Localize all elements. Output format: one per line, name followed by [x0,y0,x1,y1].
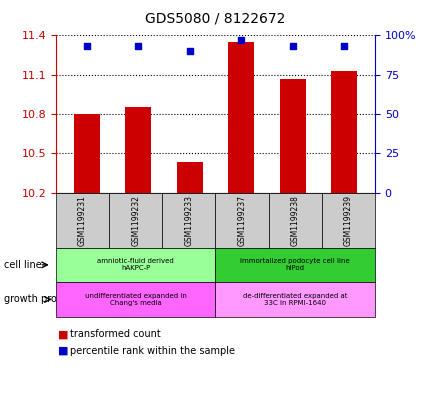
Bar [331,71,356,193]
Text: amniotic-fluid derived
hAKPC-P: amniotic-fluid derived hAKPC-P [97,258,174,272]
Text: GSM1199231: GSM1199231 [78,195,87,246]
Text: GDS5080 / 8122672: GDS5080 / 8122672 [145,12,285,26]
Point [340,43,347,50]
Text: undifferentiated expanded in
Chang's media: undifferentiated expanded in Chang's med… [85,293,186,306]
Point [237,37,244,43]
Text: immortalized podocyte cell line
hIPod: immortalized podocyte cell line hIPod [240,258,349,272]
Bar [176,162,202,193]
Text: percentile rank within the sample: percentile rank within the sample [70,346,234,356]
Point [135,43,141,50]
Text: GSM1199237: GSM1199237 [237,195,246,246]
Text: transformed count: transformed count [70,329,160,340]
Text: GSM1199238: GSM1199238 [290,195,299,246]
Bar [279,79,305,193]
Text: ■: ■ [58,346,68,356]
Text: GSM1199239: GSM1199239 [343,195,352,246]
Text: growth protocol: growth protocol [4,294,81,305]
Bar [125,107,151,193]
Text: ■: ■ [58,329,68,340]
Text: de-differentiated expanded at
33C in RPMI-1640: de-differentiated expanded at 33C in RPM… [243,293,347,306]
Text: GSM1199233: GSM1199233 [184,195,193,246]
Point [289,43,295,50]
Bar [74,114,99,193]
Text: GSM1199232: GSM1199232 [131,195,140,246]
Text: cell line: cell line [4,260,42,270]
Bar [228,42,254,193]
Point [186,48,193,54]
Point [83,43,90,50]
